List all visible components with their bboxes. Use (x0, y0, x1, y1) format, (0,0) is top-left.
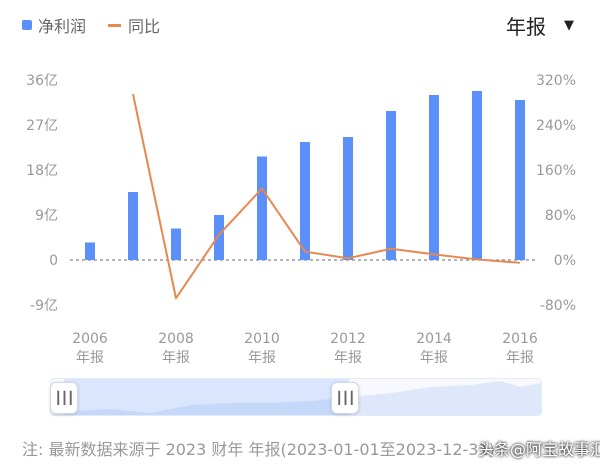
right-axis-tick-label: -80% (540, 298, 576, 314)
left-axis-tick-label: -9亿 (30, 298, 58, 314)
x-axis-tick-sub: 年报 (162, 350, 190, 366)
right-axis-tick-label: 80% (545, 208, 576, 224)
net-profit-bar (472, 91, 482, 260)
x-axis-tick-sub: 年报 (248, 350, 276, 366)
left-axis-tick-label: 9亿 (35, 208, 58, 224)
left-axis-tick-label: 0 (49, 253, 58, 269)
yoy-growth-line (132, 93, 521, 300)
x-axis-tick-year: 2012 (330, 331, 366, 347)
data-source-footnote: 注: 最新数据来源于 2023 财年 年报(2023-01-01至2023-12… (22, 440, 495, 459)
right-axis-tick-label: 0% (554, 253, 576, 269)
chart-canvas: -9亿 0 9亿 18亿 27亿 36亿 -80% 0% 80% 160% 240% 320% 2006… (26, 73, 576, 366)
period-selector[interactable]: 年报 ▼ (506, 11, 574, 40)
x-axis-tick-sub: 年报 (334, 350, 362, 366)
left-axis-tick-label: 36亿 (26, 73, 58, 89)
slider-right-handle[interactable]: ┃┃┃ (331, 382, 359, 414)
net-profit-bar (300, 142, 310, 260)
net-profit-bar (85, 242, 95, 260)
x-axis-tick-year: 2010 (244, 331, 280, 347)
x-axis-tick-sub: 年报 (76, 350, 104, 366)
legend-label-net-profit[interactable]: 净利润 (38, 17, 87, 36)
x-axis-tick-year: 2006 (72, 331, 108, 347)
x-axis-tick-sub: 年报 (420, 350, 448, 366)
slider-selection[interactable] (64, 379, 349, 415)
net-profit-bar (386, 111, 396, 260)
net-profit-bar (515, 100, 525, 260)
period-selector-label: 年报 (506, 15, 546, 39)
range-slider[interactable]: ┃┃┃ ┃┃┃ (50, 378, 554, 416)
x-axis-tick-year: 2016 (502, 331, 538, 347)
net-profit-bar (257, 156, 267, 260)
dropdown-caret-icon: ▼ (564, 18, 574, 33)
right-axis-tick-label: 320% (536, 73, 576, 89)
net-profit-bar (343, 137, 353, 260)
legend-line-swatch (108, 23, 122, 27)
legend-label-yoy[interactable]: 同比 (128, 17, 161, 36)
left-axis-tick-label: 27亿 (26, 118, 58, 134)
slider-track[interactable] (50, 378, 542, 416)
slider-left-handle[interactable]: ┃┃┃ (50, 382, 78, 414)
slider-preview-area (51, 381, 541, 415)
x-axis-tick-year: 2008 (158, 331, 194, 347)
watermark: 头条@阿宝故事汇 (478, 440, 600, 459)
chart-legend: 净利润 同比 (22, 13, 160, 37)
legend-bar-swatch (22, 20, 32, 30)
right-axis-tick-label: 240% (536, 118, 576, 134)
left-axis-tick-label: 18亿 (26, 163, 58, 179)
net-profit-bar (214, 215, 224, 260)
net-profit-bar (429, 95, 439, 260)
net-profit-bar (128, 192, 138, 260)
x-axis-tick-year: 2014 (416, 331, 452, 347)
net-profit-bar (171, 228, 181, 260)
x-axis-tick-sub: 年报 (506, 350, 534, 366)
right-axis-tick-label: 160% (536, 163, 576, 179)
